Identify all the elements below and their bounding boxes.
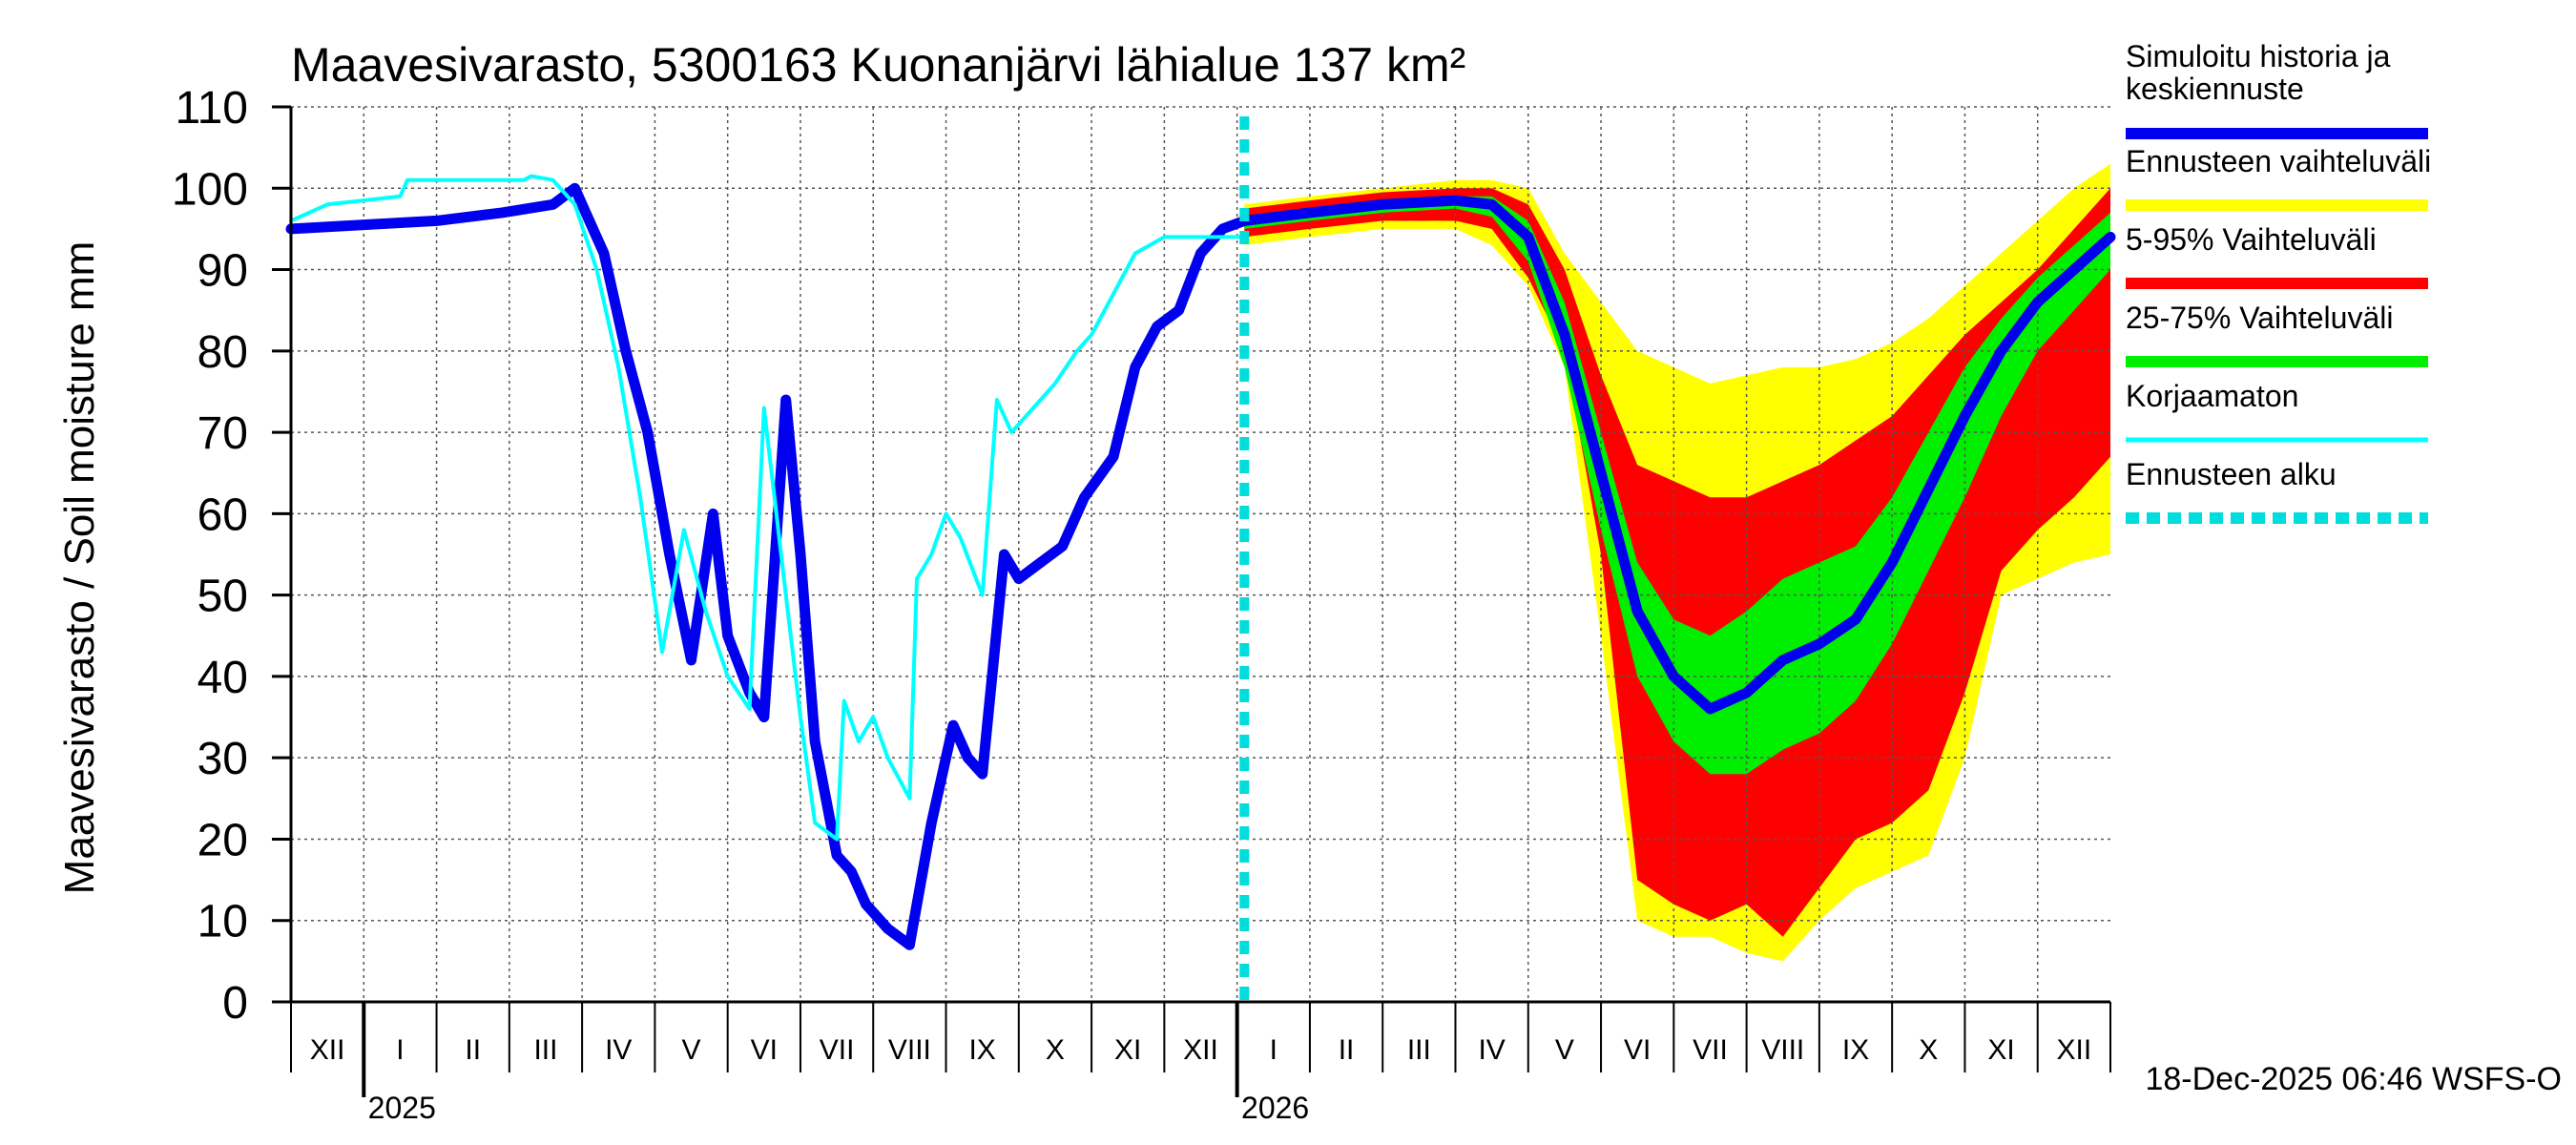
timestamp-label: 18-Dec-2025 06:46 WSFS-O xyxy=(2145,1061,2562,1097)
month-label-23: XI xyxy=(1987,1034,2014,1066)
y-tick-label-100: 100 xyxy=(172,164,248,215)
month-label-7: VII xyxy=(820,1034,855,1066)
y-tick-label-50: 50 xyxy=(197,572,248,622)
y-tick-label-70: 70 xyxy=(197,408,248,459)
legend-label2-0: keskiennuste xyxy=(2126,72,2304,106)
legend-label-1: Ennusteen vaihteluväli xyxy=(2126,144,2431,178)
month-label-20: VIII xyxy=(1761,1034,1804,1066)
y-tick-label-80: 80 xyxy=(197,327,248,378)
series-line-2 xyxy=(1238,195,2116,715)
month-label-5: V xyxy=(682,1034,701,1066)
month-label-15: III xyxy=(1407,1034,1431,1066)
y-tick-label-60: 60 xyxy=(197,489,248,540)
month-label-0: XII xyxy=(310,1034,345,1066)
month-label-19: VII xyxy=(1693,1034,1728,1066)
month-label-22: X xyxy=(1919,1034,1938,1066)
legend-label-0: Simuloitu historia ja xyxy=(2126,39,2391,73)
band-2 xyxy=(1244,196,2110,775)
year-label-1: 2026 xyxy=(1241,1091,1309,1125)
year-label-0: 2025 xyxy=(368,1091,436,1125)
series-line-1 xyxy=(289,174,1247,842)
month-label-9: IX xyxy=(968,1034,995,1066)
month-label-14: II xyxy=(1339,1034,1355,1066)
y-tick-label-110: 110 xyxy=(175,83,248,134)
chart-title: Maavesivarasto, 5300163 Kuonanjärvi lähi… xyxy=(291,38,1465,92)
legend-label-2: 5-95% Vaihteluväli xyxy=(2126,222,2377,257)
y-tick-label-0: 0 xyxy=(222,978,248,1029)
y-tick-label-40: 40 xyxy=(197,653,248,703)
month-label-18: VI xyxy=(1624,1034,1651,1066)
y-tick-label-90: 90 xyxy=(197,246,248,297)
month-label-1: I xyxy=(396,1034,404,1066)
month-label-17: V xyxy=(1555,1034,1574,1066)
month-label-21: IX xyxy=(1842,1034,1869,1066)
band-1 xyxy=(1244,188,2110,937)
month-label-11: XI xyxy=(1114,1034,1141,1066)
y-tick-label-30: 30 xyxy=(197,734,248,784)
month-label-10: X xyxy=(1046,1034,1065,1066)
month-label-13: I xyxy=(1270,1034,1278,1066)
month-label-3: III xyxy=(533,1034,557,1066)
legend-label-4: Korjaamaton xyxy=(2126,379,2298,413)
y-axis-label: Maavesivarasto / Soil moisture mm xyxy=(56,241,103,895)
month-label-8: VIII xyxy=(888,1034,931,1066)
legend-label-5: Ennusteen alku xyxy=(2126,457,2337,491)
month-label-2: II xyxy=(465,1034,481,1066)
y-tick-label-10: 10 xyxy=(197,897,248,947)
y-tick-label-20: 20 xyxy=(197,815,248,865)
forecast-bands xyxy=(1244,163,2110,962)
month-label-24: XII xyxy=(2057,1034,2092,1066)
month-label-16: IV xyxy=(1478,1034,1505,1066)
series-line-0 xyxy=(285,182,1250,950)
month-label-12: XII xyxy=(1183,1034,1218,1066)
month-label-6: VI xyxy=(751,1034,778,1066)
legend-label-3: 25-75% Vaihteluväli xyxy=(2126,301,2393,335)
month-label-4: IV xyxy=(605,1034,632,1066)
series-lines xyxy=(285,174,2116,950)
